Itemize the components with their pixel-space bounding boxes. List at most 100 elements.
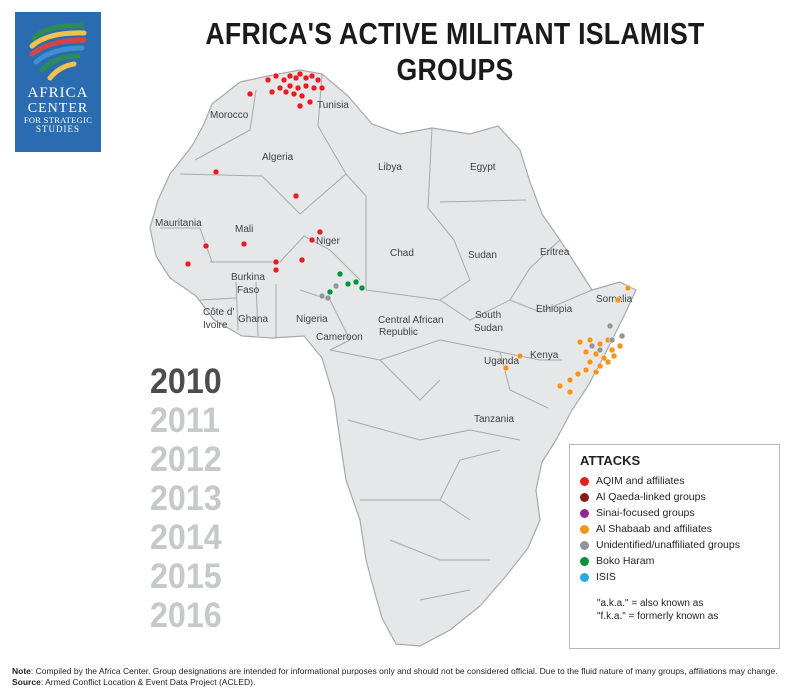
attack-dot bbox=[358, 284, 366, 292]
attack-dot bbox=[604, 358, 612, 366]
attack-dot bbox=[268, 88, 276, 96]
year-2010[interactable]: 2010 bbox=[150, 362, 222, 401]
country-label: Côte d' bbox=[203, 307, 234, 318]
country-label: Algeria bbox=[262, 152, 294, 163]
attack-dot bbox=[574, 370, 582, 378]
legend-item: Sinai-focused groups bbox=[580, 505, 769, 521]
legend-label: Al Shabaab and affiliates bbox=[596, 523, 712, 535]
legend-label: AQIM and affiliates bbox=[596, 475, 685, 487]
legend: ATTACKS AQIM and affiliates Al Qaeda-link… bbox=[569, 444, 780, 649]
country-label: Chad bbox=[390, 248, 414, 259]
country-label: Mauritania bbox=[155, 218, 202, 229]
year-2012[interactable]: 2012 bbox=[150, 440, 222, 479]
legend-label: Al Qaeda-linked groups bbox=[596, 491, 706, 503]
country-label: Ethiopia bbox=[536, 304, 573, 315]
country-label: South bbox=[475, 310, 501, 321]
legend-title: ATTACKS bbox=[580, 453, 641, 468]
year-2015[interactable]: 2015 bbox=[150, 557, 222, 596]
country-label: Central African bbox=[378, 315, 444, 326]
attack-dot bbox=[310, 84, 318, 92]
attack-dot bbox=[596, 362, 604, 370]
attack-dot bbox=[318, 84, 326, 92]
country-label: Mali bbox=[235, 224, 253, 235]
year-2016[interactable]: 2016 bbox=[150, 596, 222, 635]
attack-dot bbox=[306, 98, 314, 106]
attack-dot bbox=[618, 332, 626, 340]
attack-dot bbox=[600, 354, 608, 362]
country-label: Nigeria bbox=[296, 314, 328, 325]
attack-dot bbox=[326, 288, 334, 296]
attack-dot bbox=[202, 242, 210, 250]
legend-dot-icon bbox=[580, 556, 589, 566]
attack-dot bbox=[566, 376, 574, 384]
attack-dot bbox=[586, 358, 594, 366]
country-label: Ivoire bbox=[203, 320, 228, 331]
note-label: Note bbox=[12, 666, 31, 676]
attack-dot bbox=[286, 72, 294, 80]
year-2011[interactable]: 2011 bbox=[150, 401, 220, 440]
attack-dot bbox=[610, 352, 618, 360]
country-label: Morocco bbox=[210, 110, 249, 121]
legend-label: Unidentified/unaffiliated groups bbox=[596, 539, 740, 551]
attack-dot bbox=[298, 92, 306, 100]
attack-dot bbox=[308, 236, 316, 244]
attack-dot bbox=[576, 338, 584, 346]
attack-dot bbox=[606, 322, 614, 330]
attack-dot bbox=[314, 76, 322, 84]
legend-note-fka: "f.k.a." = formerly known as bbox=[597, 611, 719, 622]
year-selector: 2010 2011 2012 2013 2014 2015 2016 bbox=[150, 362, 260, 635]
note-text: : Compiled by the Africa Center. Group d… bbox=[30, 666, 778, 676]
attack-dot bbox=[298, 256, 306, 264]
logo-line-3: FOR STRATEGIC bbox=[23, 115, 93, 126]
attack-dot bbox=[184, 260, 192, 268]
africa-stripes-icon bbox=[29, 23, 87, 81]
attack-dot bbox=[240, 240, 248, 248]
country-label: Somalia bbox=[596, 294, 633, 305]
page-title: AFRICA'S ACTIVE MILITANT ISLAMIST GROUPS bbox=[205, 16, 705, 87]
attack-dot bbox=[280, 76, 288, 84]
attack-dot bbox=[296, 70, 304, 78]
attack-dot bbox=[272, 266, 280, 274]
attack-dot bbox=[516, 352, 524, 360]
attack-dot bbox=[276, 84, 284, 92]
legend-label: ISIS bbox=[596, 571, 616, 583]
legend-dot-icon bbox=[580, 492, 589, 502]
country-label: Sudan bbox=[474, 323, 503, 334]
attack-dot bbox=[302, 74, 310, 82]
source-text: : Armed Conflict Location & Event Data P… bbox=[40, 677, 256, 687]
attack-dot bbox=[502, 364, 510, 372]
legend-item: ISIS bbox=[580, 569, 769, 585]
legend-dot-icon bbox=[580, 540, 589, 550]
country-label: Libya bbox=[378, 162, 402, 173]
year-2013[interactable]: 2013 bbox=[150, 479, 222, 518]
country-label: Ghana bbox=[238, 314, 268, 325]
attack-dot bbox=[296, 102, 304, 110]
country-label: Kenya bbox=[530, 350, 559, 361]
country-borders bbox=[160, 73, 593, 601]
legend-dot-icon bbox=[580, 524, 589, 534]
country-label: Sudan bbox=[468, 250, 497, 261]
attack-dot bbox=[592, 368, 600, 376]
legend-notes: "a.k.a." = also known as "f.k.a." = form… bbox=[580, 597, 769, 623]
attack-dot bbox=[616, 342, 624, 350]
year-2014[interactable]: 2014 bbox=[150, 518, 222, 557]
africa-outline bbox=[149, 69, 637, 647]
attack-dot bbox=[582, 348, 590, 356]
footnote: Note: Compiled by the Africa Center. Gro… bbox=[12, 666, 792, 688]
attack-dot bbox=[308, 72, 316, 80]
country-label: Faso bbox=[237, 285, 260, 296]
logo-line-2: CENTER bbox=[27, 100, 89, 116]
country-label: Eritrea bbox=[540, 247, 570, 258]
country-label: Cameroon bbox=[316, 332, 363, 343]
legend-item: Al Shabaab and affiliates bbox=[580, 521, 769, 537]
attack-dot bbox=[318, 292, 326, 300]
attack-dot bbox=[614, 296, 622, 304]
country-label: Niger bbox=[316, 236, 341, 247]
attack-dot bbox=[294, 84, 302, 92]
legend-dot-icon bbox=[580, 476, 589, 486]
attack-dot bbox=[286, 82, 294, 90]
attack-dot bbox=[608, 336, 616, 344]
legend-item: AQIM and affiliates bbox=[580, 473, 769, 489]
legend-item: Unidentified/unaffiliated groups bbox=[580, 537, 769, 553]
attack-dot bbox=[352, 278, 360, 286]
